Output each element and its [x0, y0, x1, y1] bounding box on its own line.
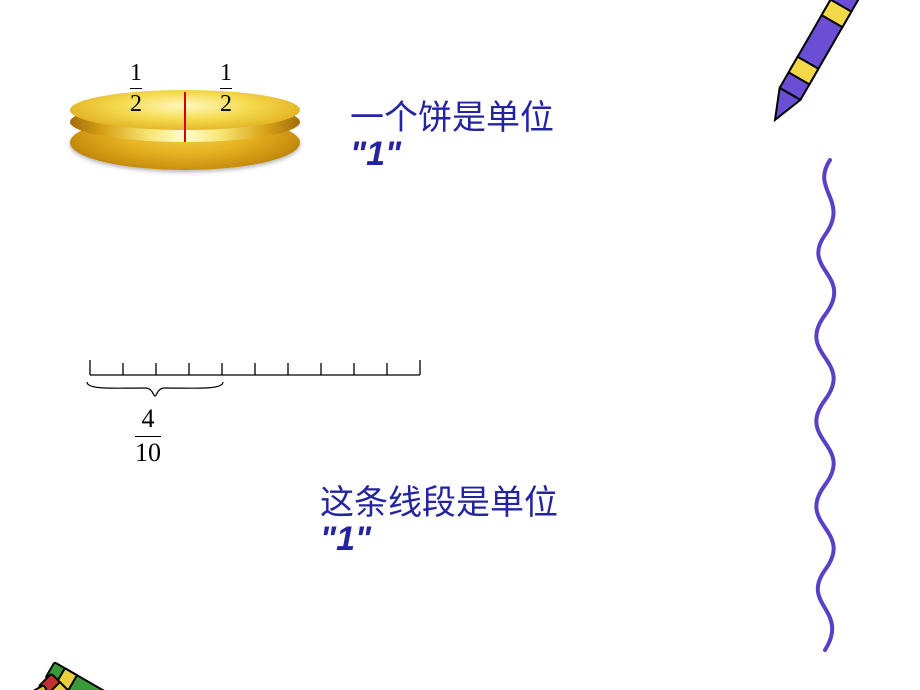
cake-label-line2: "1" — [350, 135, 401, 174]
cake-left-fraction: 1 2 — [130, 60, 142, 118]
crayon-bundle-decor — [0, 550, 200, 690]
number-line-diagram — [85, 350, 425, 390]
cake-label-line1: 一个饼是单位 — [350, 90, 554, 139]
fraction-numerator: 1 — [220, 60, 232, 86]
fraction-numerator: 1 — [130, 60, 142, 86]
fraction-denominator: 2 — [220, 91, 232, 117]
fraction-denominator: 10 — [135, 439, 161, 468]
brace-icon — [85, 380, 225, 398]
numberline-label-line1: 这条线段是单位 — [320, 475, 558, 524]
cake-divider-line — [184, 92, 186, 142]
fraction-numerator: 4 — [135, 405, 161, 434]
cake-diagram — [70, 90, 300, 170]
numberline-fraction: 4 10 — [135, 405, 161, 467]
fraction-bar — [220, 88, 232, 89]
crayon-squiggle-decor — [770, 0, 910, 690]
cake-right-fraction: 1 2 — [220, 60, 232, 118]
fraction-denominator: 2 — [130, 91, 142, 117]
numberline-label-line2: "1" — [320, 520, 371, 559]
fraction-bar — [130, 88, 142, 89]
fraction-bar — [135, 436, 161, 437]
